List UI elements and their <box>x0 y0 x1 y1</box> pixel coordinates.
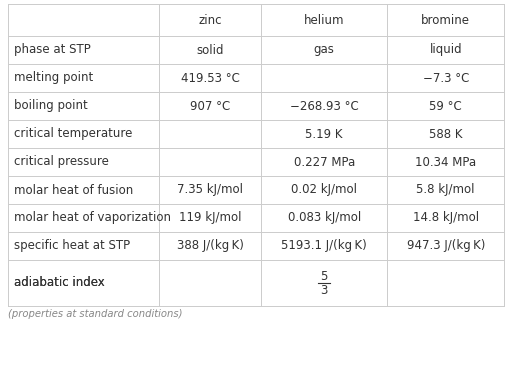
Text: 0.02 kJ/mol: 0.02 kJ/mol <box>291 183 357 196</box>
Text: 588 K: 588 K <box>429 128 462 141</box>
Text: 907 °C: 907 °C <box>190 99 230 112</box>
Text: −268.93 °C: −268.93 °C <box>290 99 358 112</box>
Text: critical pressure: critical pressure <box>14 156 109 168</box>
Text: 14.8 kJ/mol: 14.8 kJ/mol <box>413 211 479 225</box>
Text: 5: 5 <box>321 270 328 282</box>
Text: molar heat of vaporization: molar heat of vaporization <box>14 211 171 225</box>
Text: 5.8 kJ/mol: 5.8 kJ/mol <box>416 183 475 196</box>
Text: 947.3 J/(kg K): 947.3 J/(kg K) <box>407 240 485 252</box>
Text: 0.083 kJ/mol: 0.083 kJ/mol <box>288 211 361 225</box>
Text: gas: gas <box>314 44 335 57</box>
Text: 7.35 kJ/mol: 7.35 kJ/mol <box>177 183 243 196</box>
Text: 119 kJ/mol: 119 kJ/mol <box>179 211 241 225</box>
Text: bromine: bromine <box>421 13 470 27</box>
Text: specific heat at STP: specific heat at STP <box>14 240 130 252</box>
Text: 59 °C: 59 °C <box>430 99 462 112</box>
Text: −7.3 °C: −7.3 °C <box>422 72 469 84</box>
Text: melting point: melting point <box>14 72 93 84</box>
Text: critical temperature: critical temperature <box>14 128 133 141</box>
Text: 3: 3 <box>321 284 328 297</box>
Text: liquid: liquid <box>430 44 462 57</box>
Text: helium: helium <box>304 13 345 27</box>
Text: 0.227 MPa: 0.227 MPa <box>293 156 355 168</box>
Text: 5.19 K: 5.19 K <box>306 128 343 141</box>
Text: (properties at standard conditions): (properties at standard conditions) <box>8 309 182 319</box>
Text: 10.34 MPa: 10.34 MPa <box>415 156 476 168</box>
Text: 419.53 °C: 419.53 °C <box>181 72 240 84</box>
Text: zinc: zinc <box>198 13 222 27</box>
Text: 5193.1 J/(kg K): 5193.1 J/(kg K) <box>281 240 367 252</box>
Text: molar heat of fusion: molar heat of fusion <box>14 183 133 196</box>
Text: 388 J/(kg K): 388 J/(kg K) <box>177 240 244 252</box>
Text: adiabatic index: adiabatic index <box>14 276 105 290</box>
Text: boiling point: boiling point <box>14 99 88 112</box>
Text: solid: solid <box>197 44 224 57</box>
Text: phase at STP: phase at STP <box>14 44 91 57</box>
Text: adiabatic index: adiabatic index <box>14 276 105 290</box>
